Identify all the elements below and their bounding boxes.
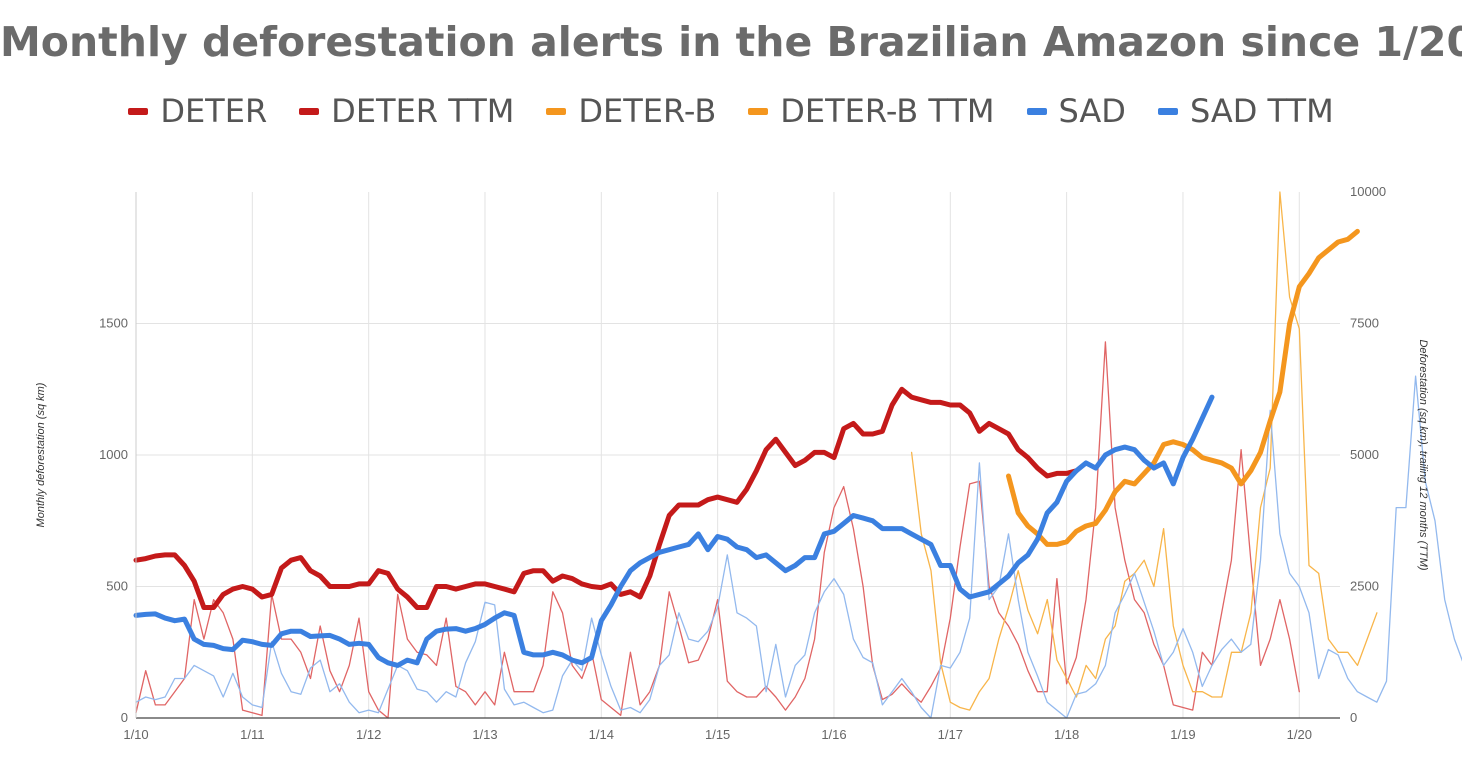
legend-label-deter-b-ttm: DETER-B TTM <box>780 92 995 130</box>
legend-item-deter-ttm: DETER TTM <box>299 92 514 130</box>
x-tick-label: 1/19 <box>1170 727 1195 742</box>
legend-item-deter-b-ttm: DETER-B TTM <box>748 92 995 130</box>
series-line-deter-b-ttm <box>1006 228 1360 547</box>
y2-tick-label: 10000 <box>1350 184 1386 199</box>
legend-item-sad: SAD <box>1026 92 1126 130</box>
x-tick-label: 1/15 <box>705 727 730 742</box>
y-tick-label: 0 <box>121 710 128 725</box>
chart-title: Monthly deforestation alerts in the Braz… <box>0 18 1462 66</box>
y2-tick-label: 2500 <box>1350 579 1379 594</box>
y-axis-title: Monthly deforestation (sq km) <box>35 382 47 527</box>
x-tick-label: 1/20 <box>1287 727 1312 742</box>
x-tick-label: 1/14 <box>589 727 614 742</box>
legend-label-deter-b: DETER-B <box>578 92 717 130</box>
legend-label-deter-ttm: DETER TTM <box>331 92 515 130</box>
legend-swatch-sad-ttm <box>1157 107 1178 115</box>
legend-swatch-sad <box>1026 107 1047 115</box>
x-tick-label: 1/11 <box>240 727 264 742</box>
legend-label-deter: DETER <box>160 92 268 130</box>
x-tick-label: 1/10 <box>123 727 148 742</box>
legend-label-sad-ttm: SAD TTM <box>1189 92 1334 130</box>
legend-item-deter-b: DETER-B <box>546 92 716 130</box>
legend-swatch-deter-b-ttm <box>748 107 769 115</box>
x-tick-label: 1/18 <box>1054 727 1079 742</box>
x-tick-label: 1/16 <box>821 727 846 742</box>
y2-tick-label: 0 <box>1350 710 1357 725</box>
series-layer <box>133 191 1462 719</box>
series-line-sad-ttm <box>133 394 1215 668</box>
y-tick-label: 1000 <box>99 447 128 462</box>
axis-layer: 1/10 1/11 1/12 1/13 1/14 1/15 1/16 1/17 1/18 1/19… <box>35 184 1429 742</box>
y2-tick-label: 7500 <box>1350 316 1379 331</box>
series-line-deter-ttm <box>133 386 1079 610</box>
legend-label-sad: SAD <box>1058 92 1126 130</box>
y2-axis-title: Deforestation (sq km), trailing 12 month… <box>1417 339 1429 570</box>
y-tick-label: 1500 <box>99 316 128 331</box>
legend-item-sad-ttm: SAD TTM <box>1157 92 1334 130</box>
x-tick-label: 1/12 <box>356 727 381 742</box>
y-tick-label: 500 <box>106 579 128 594</box>
legend-swatch-deter-b <box>546 107 567 115</box>
legend: DETER DETER TTM DETER-B DETER-B TTM SAD … <box>0 92 1462 130</box>
series-line-deter-b <box>910 191 1378 711</box>
legend-swatch-deter-ttm <box>299 107 320 115</box>
x-tick-label: 1/13 <box>472 727 497 742</box>
legend-item-deter: DETER <box>128 92 267 130</box>
y2-tick-label: 5000 <box>1350 447 1379 462</box>
series-line-deter <box>135 341 1300 719</box>
legend-swatch-deter <box>128 107 149 115</box>
x-tick-label: 1/17 <box>938 727 963 742</box>
series-line-sad <box>135 375 1462 719</box>
